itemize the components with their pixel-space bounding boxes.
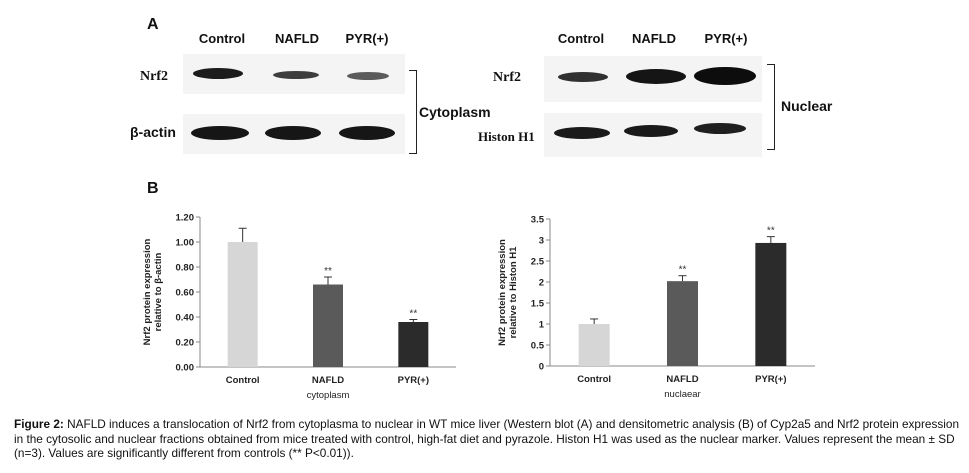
nuc-row-label-nrf2: Nrf2 [493,70,521,85]
x-tick-label: Control [577,374,611,385]
bar [227,242,258,367]
band [191,126,249,140]
band [193,68,243,79]
cyto-lane-label-nafld: NAFLD [274,31,320,46]
y-axis-title: Nrf2 protein expression [142,238,153,345]
nuclear-label: Nuclear [781,98,833,114]
bar [313,284,343,367]
y-tick-label: 2 [539,278,544,289]
nuc-histon-blot [544,113,762,157]
bar [667,281,698,366]
nuc-lane-label-pyr: PYR(+) [704,31,748,46]
band [347,72,389,80]
nuclear-chart: 0 0.5 1 1.5 2 2.5 3 3.5 Nrf2 protein expression r… [497,215,815,400]
y-tick-label: 0.60 [176,288,195,299]
significance-label: ** [324,266,332,277]
significance-label: ** [767,226,775,237]
y-tick-label: 0.5 [531,341,545,352]
x-tick-label: NAFLD [312,375,344,386]
y-tick-label: 0.20 [176,338,195,349]
y-tick-label: 3.5 [531,215,545,226]
x-tick-label: Control [226,375,260,386]
caption-label: Figure 2: [14,417,64,431]
cyto-lane-label-control: Control [198,31,246,46]
band [273,71,319,79]
x-axis-title: cytoplasm [307,390,350,401]
bar [755,242,787,366]
cytoplasm-chart: 0.00 0.20 0.40 0.60 0.80 1.00 1.20 Nrf2 protein… [142,213,456,401]
nuc-lane-label-nafld: NAFLD [631,31,677,46]
band [626,69,686,84]
cyto-row-label-nrf2: Nrf2 [140,69,168,84]
significance-label: ** [409,309,417,320]
bar [398,322,429,367]
nuc-lane-label-control: Control [557,31,605,46]
y-tick-label: 1.5 [531,299,545,310]
band [694,67,756,85]
figure-caption: Figure 2: NAFLD induces a translocation … [14,417,959,461]
x-tick-label: NAFLD [666,374,698,385]
y-tick-label: 0.40 [176,313,195,324]
significance-label: ** [679,265,687,276]
cyto-row-label-actin: β-actin [130,124,176,140]
panel-a-letter: A [147,16,159,33]
y-tick-label: 2.5 [531,257,545,268]
band [339,126,395,140]
y-axis-title: relative to Histon H1 [508,246,519,339]
cyto-lane-label-pyr: PYR(+) [345,31,389,46]
y-axis-title: relative to β-actin [153,252,164,331]
x-axis-title: nuclaear [664,389,700,400]
cyto-nrf2-blot [183,54,405,94]
x-tick-label: PYR(+) [755,374,786,385]
band [558,72,608,82]
cyto-actin-blot [183,114,405,154]
x-tick-label: PYR(+) [398,375,429,386]
y-tick-label: 1.20 [176,213,195,224]
cytoplasm-bracket [409,70,417,154]
band [694,123,746,134]
panel-b-letter: B [147,180,159,197]
y-tick-label: 1.00 [176,238,195,249]
y-tick-label: 0.80 [176,263,195,274]
y-axis-title: Nrf2 protein expression [497,239,508,346]
caption-text: NAFLD induces a translocation of Nrf2 fr… [14,417,960,460]
y-tick-label: 0.00 [176,363,195,374]
y-tick-label: 3 [539,236,544,247]
y-tick-label: 1 [539,320,545,331]
y-tick-label: 0 [539,362,544,373]
nuc-nrf2-blot [544,56,762,102]
band [624,125,678,137]
band [554,127,610,139]
nuc-row-label-histon: Histon H1 [478,129,535,144]
bar [578,324,610,366]
nuclear-bracket [767,64,775,150]
band [265,126,321,140]
cytoplasm-label: Cytoplasm [419,104,491,120]
